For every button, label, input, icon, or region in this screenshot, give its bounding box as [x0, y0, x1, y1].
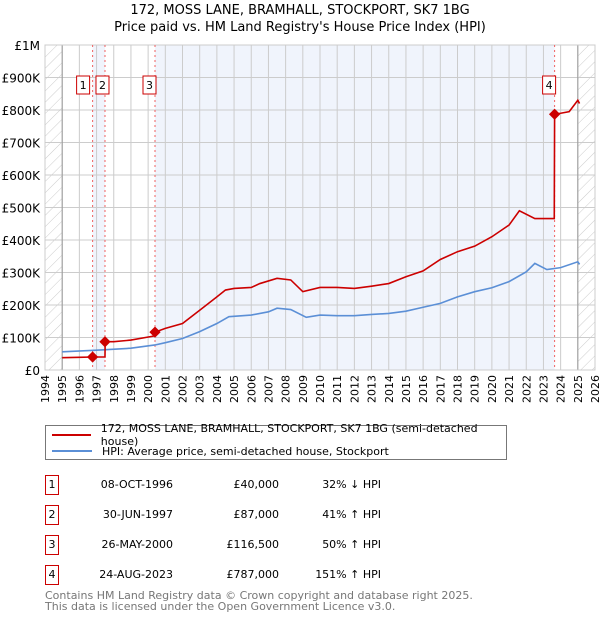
- x-tick-label: 2016: [417, 375, 430, 403]
- sale-number: 4: [45, 565, 59, 585]
- sale-number-label: 3: [146, 79, 153, 92]
- sale-number: 3: [45, 535, 59, 555]
- x-tick-label: 2012: [348, 375, 361, 403]
- legend-swatch-red: [52, 434, 91, 436]
- sale-price: £116,500: [226, 538, 280, 551]
- sale-number-label: 1: [80, 79, 87, 92]
- sale-hpi-diff: 50% ↑ HPI: [322, 538, 381, 551]
- sale-number-box: [76, 75, 91, 95]
- x-tick-label: 1994: [39, 375, 52, 403]
- sale-hpi-diff: 151% ↑ HPI: [315, 568, 381, 581]
- y-tick-label: £500K: [2, 202, 42, 216]
- chart-subtitle: Price paid vs. HM Land Registry's House …: [114, 20, 486, 35]
- legend-swatch-blue: [52, 450, 92, 452]
- y-tick-label: £200K: [2, 299, 42, 313]
- x-tick-label: 2009: [297, 375, 310, 403]
- legend-label: 172, MOSS LANE, BRAMHALL, STOCKPORT, SK7…: [100, 422, 478, 448]
- y-tick-label: £400K: [2, 234, 42, 248]
- x-tick-label: 2007: [262, 375, 275, 403]
- y-tick-label: £900K: [2, 72, 42, 86]
- legend-label: HPI: Average price, semi-detached house,…: [102, 444, 389, 458]
- chart-title: 172, MOSS LANE, BRAMHALL, STOCKPORT, SK7…: [130, 3, 470, 18]
- sale-number: 2: [45, 505, 59, 525]
- x-tick-label: 2006: [245, 375, 258, 403]
- x-tick-label: 2000: [142, 375, 155, 403]
- sale-hpi-diff: 41% ↑ HPI: [322, 508, 381, 521]
- x-tick-label: 2002: [177, 375, 190, 403]
- sale-number-label: 4: [546, 79, 553, 92]
- sale-number-box: [95, 75, 110, 95]
- x-tick-label: 1995: [56, 375, 69, 403]
- y-tick-label: £800K: [2, 104, 42, 118]
- sale-row: 1 08-OCT-1996 £40,000 32% ↓ HPI: [45, 475, 445, 495]
- x-tick-label: 1997: [91, 375, 104, 403]
- x-tick-label: 2015: [400, 375, 413, 403]
- x-tick-label: 1996: [73, 375, 86, 403]
- footer-line1: Contains HM Land Registry data © Crown c…: [45, 589, 473, 602]
- sale-date: 24-AUG-2023: [99, 568, 173, 581]
- sale-date: 26-MAY-2000: [101, 538, 173, 551]
- x-tick-label: 2008: [280, 375, 293, 403]
- x-tick-label: 2017: [434, 375, 447, 403]
- x-tick-label: 2010: [314, 375, 327, 403]
- sale-price: £87,000: [233, 508, 280, 521]
- x-tick-label: 2022: [520, 375, 533, 403]
- y-tick-label: £0: [25, 364, 40, 378]
- sale-number-label: 2: [99, 79, 106, 92]
- sale-price: £40,000: [233, 478, 280, 491]
- x-tick-label: 2021: [503, 375, 516, 403]
- legend: 172, MOSS LANE, BRAMHALL, STOCKPORT, SK7…: [45, 422, 507, 460]
- sale-number-box: [542, 75, 557, 95]
- footer-line2: This data is licensed under the Open Gov…: [45, 600, 396, 613]
- x-tick-label: 2018: [452, 375, 465, 403]
- y-tick-label: £300K: [2, 267, 42, 281]
- sale-row: 2 30-JUN-1997 £87,000 41% ↑ HPI: [45, 505, 445, 525]
- x-tick-label: 2025: [572, 375, 585, 403]
- sale-number: 1: [45, 475, 59, 495]
- sale-hpi-diff: 32% ↓ HPI: [322, 478, 381, 491]
- x-tick-label: 2005: [228, 375, 241, 403]
- x-tick-label: 2024: [555, 375, 568, 403]
- price-paid-line: [62, 98, 581, 359]
- hpi-line: [62, 260, 581, 353]
- x-tick-label: 1998: [108, 375, 121, 403]
- y-tick-label: £700K: [2, 137, 42, 151]
- x-tick-label: 2023: [537, 375, 550, 403]
- y-tick-label: £100K: [2, 332, 42, 346]
- x-tick-label: 2001: [159, 375, 172, 403]
- x-tick-label: 2011: [331, 375, 344, 403]
- x-tick-label: 2020: [486, 375, 499, 403]
- sale-date: 08-OCT-1996: [100, 478, 173, 491]
- sale-price: £787,000: [226, 568, 280, 581]
- sale-row: 3 26-MAY-2000 £116,500 50% ↑ HPI: [45, 535, 445, 555]
- y-tick-label: £600K: [2, 169, 42, 183]
- x-tick-label: 2026: [589, 375, 600, 403]
- y-tick-label: £1M: [14, 39, 40, 53]
- x-tick-label: 2003: [194, 375, 207, 403]
- x-tick-label: 2004: [211, 375, 224, 403]
- chart-plot: 1994 1995 1996 1997 1998 1999 2000 2001 2002 2003…: [2, 39, 600, 403]
- legend-item-hpi: HPI: Average price, semi-detached house,…: [52, 443, 389, 459]
- sale-row: 4 24-AUG-2023 £787,000 151% ↑ HPI: [45, 565, 445, 585]
- legend-item-price: 172, MOSS LANE, BRAMHALL, STOCKPORT, SK7…: [52, 422, 506, 448]
- x-tick-label: 1999: [125, 375, 138, 403]
- sale-point: [149, 326, 161, 338]
- x-tick-label: 2019: [469, 375, 482, 403]
- sale-date: 30-JUN-1997: [102, 508, 173, 521]
- plot-frame: [44, 44, 596, 371]
- x-tick-label: 2014: [383, 375, 396, 403]
- sale-number-box: [142, 75, 157, 95]
- x-tick-label: 2013: [366, 375, 379, 403]
